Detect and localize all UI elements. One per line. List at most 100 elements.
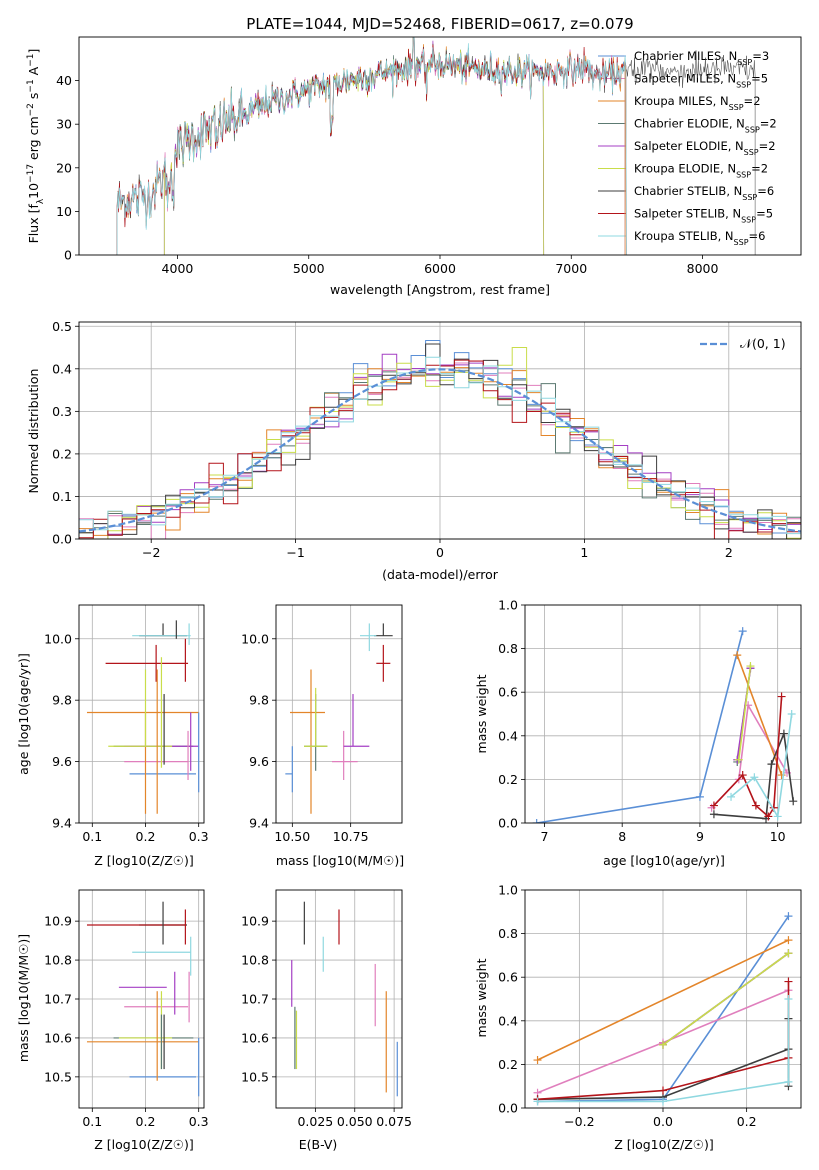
massweight-vs-age-axes: 7 8 9 10 0.0 0.2 0.4 0.6 0.8 1.0 (498, 598, 802, 844)
age-vs-mass-border (275, 604, 403, 824)
mass-vs-Z-ytick-label: 10.7 (44, 992, 72, 1007)
age-vs-Z-plot (86, 620, 200, 814)
histogram-kroupa-stelib (79, 356, 801, 539)
massweight-marker (773, 812, 782, 821)
massweight-marker (751, 801, 760, 810)
massweight-line-kroupa-miles (537, 939, 789, 1061)
mass-vs-ebv-xtick-label: 0.025 (297, 1114, 333, 1129)
legend-name: Salpeter STELIB (634, 207, 725, 221)
massweight-line-kroupa-elodie (738, 665, 752, 760)
age-vs-mass-ytick-label: 9.8 (249, 693, 269, 708)
massweight-vs-Z-ytick-label: 0.6 (498, 970, 518, 985)
mass-vs-ebv-ytick-label: 10.7 (241, 992, 269, 1007)
mass-vs-ebv-border (275, 889, 403, 1109)
massweight-vs-Z-ytick-label: 1.0 (498, 883, 518, 898)
age-vs-Z-border (78, 604, 205, 824)
spectrum-legend-label: Kroupa STELIB, NSSP=6 (634, 229, 766, 247)
residuals-legend: 𝒩(0, 1) (700, 336, 786, 351)
massweight-vs-age-frame: 7 8 9 10 0.0 0.2 0.4 0.6 0.8 1.0 (498, 598, 802, 844)
age-vs-Z-ytick-label: 9.8 (52, 693, 72, 708)
massweight-vs-Z-xtick-label: −0.2 (564, 1114, 594, 1129)
mass-vs-ebv-frame: 0.025 0.050 0.075 10.5 10.6 10.7 10.8 10.9 (241, 889, 412, 1129)
age-vs-mass-ytick-label: 9.4 (249, 816, 269, 831)
age-vs-Z-ytick-label: 9.6 (52, 754, 72, 769)
massweight-vs-age-xtick-label: 9 (696, 829, 704, 844)
age-vs-mass-frame: 10.50 10.75 9.4 9.6 9.8 10.0 (241, 604, 403, 844)
mass-vs-ebv-xtick-label: 0.050 (337, 1114, 373, 1129)
age-vs-Z-ytick-label: 10.0 (44, 631, 72, 646)
massweight-line-salpeter-stelib (713, 696, 783, 818)
residuals-ytick-label: 0.5 (52, 319, 72, 334)
legend-nssp: 5 (766, 207, 773, 221)
spectrum-legend-label: Chabrier MILES, NSSP=3 (634, 49, 769, 67)
residuals-ytick-label: 0.2 (52, 446, 72, 461)
residuals-panel: (data-model)/error Normed distribution 𝒩… (26, 336, 786, 582)
spectrum-xtick-label: 7000 (555, 261, 587, 276)
massweight-marker (746, 662, 755, 671)
massweight-marker (787, 710, 796, 718)
age-vs-Z-xtick-label: 0.2 (136, 829, 156, 844)
mass-vs-Z-ytick-label: 10.8 (44, 953, 72, 968)
massweight-marker (764, 812, 773, 821)
mass-vs-Z-ytick-label: 10.6 (44, 1030, 72, 1045)
mass-vs-Z-xtick-label: 0.2 (136, 1114, 156, 1129)
mass-vs-Z-xtick-label: 0.1 (82, 1114, 102, 1129)
mass-vs-ebv-plot (291, 901, 398, 1097)
spectrum-ytick-label: 0 (64, 248, 72, 263)
spectrum-line-salpeter-stelib (116, 37, 627, 255)
age-vs-Z-xtick-label: 0.3 (189, 829, 209, 844)
massweight-vs-Z-plot (533, 912, 793, 1106)
age-vs-mass-ytick-label: 9.6 (249, 754, 269, 769)
residuals-ytick-label: 0.0 (52, 532, 72, 547)
normal-curve (79, 368, 801, 533)
spectrum-legend-label: Chabrier STELIB, NSSP=6 (634, 184, 774, 202)
massweight-line-kroupa-stelib (537, 999, 790, 1103)
spectrum-border (78, 36, 802, 256)
massweight-vs-Z-ytick-label: 0.0 (498, 1101, 518, 1116)
residuals-ytick-label: 0.3 (52, 404, 72, 419)
massweight-marker (784, 912, 793, 921)
massweight-vs-Z-border (524, 889, 802, 1109)
massweight-line-salpeter-miles (711, 702, 788, 809)
residuals-xlabel: (data-model)/error (382, 567, 499, 582)
residuals-frame: −2 −1 0 1 2 0.0 0.1 0.2 0.3 0.4 0.5 (52, 319, 802, 560)
mw-z-xlabel: Z [log10(Z/Z☉)] (614, 1137, 714, 1152)
mass-vs-Z-ytick-label: 10.5 (44, 1069, 72, 1084)
mass-vs-Z-xtick-label: 0.3 (189, 1114, 209, 1129)
spectrum-legend-label: Chabrier ELODIE, NSSP=2 (634, 117, 777, 135)
spectrum-xtick-label: 6000 (424, 261, 456, 276)
age-vs-Z-axes: 0.1 0.2 0.3 9.4 9.6 9.8 10.0 (44, 604, 209, 844)
normal-legend-label: 𝒩(0, 1) (740, 336, 786, 351)
massweight-vs-age-ytick-label: 0.4 (498, 728, 518, 743)
massweight-marker (659, 1097, 667, 1106)
massweight-vs-Z-grid (525, 889, 801, 1109)
massweight-marker (784, 936, 793, 945)
residuals-xtick-label: 1 (580, 545, 588, 560)
legend-name: Salpeter ELODIE (634, 139, 728, 153)
spectrum-panel: PLATE=1044, MJD=52468, FIBERID=0617, z=0… (26, 15, 777, 297)
massweight-marker (532, 819, 541, 823)
massweight-marker (750, 773, 759, 782)
spectrum-ytick-label: 20 (56, 160, 72, 175)
massweight-marker (784, 977, 793, 986)
massweight-vs-age-plot (532, 627, 798, 823)
massweight-vs-Z-xtick-label: 0.0 (653, 1114, 673, 1129)
legend-nssp: 2 (753, 94, 760, 108)
massweight-vs-age-xtick-label: 7 (540, 829, 548, 844)
massweight-vs-Z-axes: −0.2 0.0 0.2 0.0 0.2 0.4 0.6 0.8 1.0 (498, 883, 802, 1129)
massweight-marker (767, 760, 776, 769)
massweight-marker (777, 692, 786, 701)
massweight-marker (659, 1040, 667, 1049)
legend-nssp: 6 (758, 229, 765, 243)
massweight-marker (709, 801, 718, 810)
legend-name: Chabrier ELODIE (634, 117, 729, 131)
age-vs-Z-xtick-label: 0.1 (82, 829, 102, 844)
mass-vs-Z-plot (86, 901, 200, 1097)
age-vs-Z-grid (79, 605, 204, 824)
massweight-vs-Z-ytick-label: 0.4 (498, 1013, 518, 1028)
massweight-vs-Z-ytick-label: 0.2 (498, 1057, 518, 1072)
mass-vs-ebv-ytick-label: 10.9 (241, 914, 269, 929)
residuals-xtick-label: 0 (436, 545, 444, 560)
age-vs-mass-xtick-label: 10.50 (274, 829, 310, 844)
legend-name: Chabrier MILES (634, 49, 721, 63)
